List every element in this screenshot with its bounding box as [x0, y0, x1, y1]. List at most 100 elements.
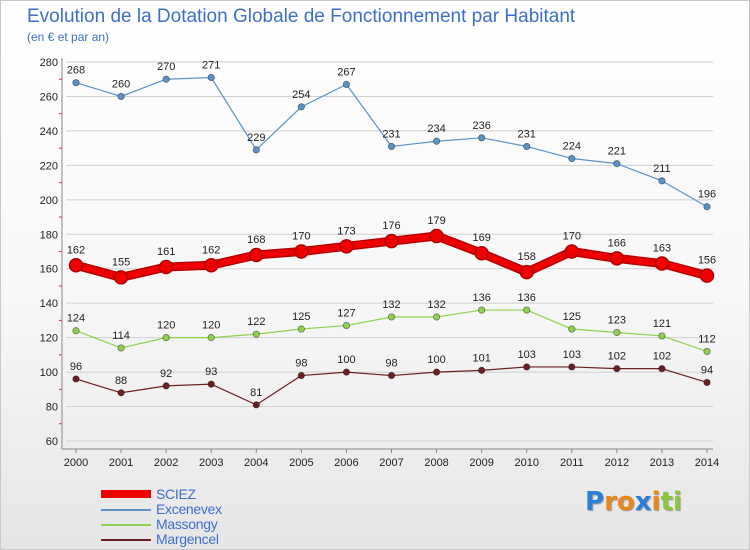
data-label-excenevex: 196	[698, 189, 716, 201]
y-tick-label: 220	[40, 160, 58, 172]
data-label-excenevex: 236	[472, 120, 490, 132]
data-point-excenevex	[387, 142, 396, 151]
data-point-massongy	[658, 332, 666, 340]
data-point-margencel	[162, 382, 170, 390]
data-point-margencel	[72, 375, 80, 383]
data-label-massongy: 121	[653, 318, 671, 330]
data-label-massongy: 120	[157, 320, 175, 332]
data-point-excenevex	[207, 73, 215, 82]
data-label-excenevex: 231	[382, 128, 400, 140]
data-point-excenevex	[613, 160, 621, 168]
data-label-excenevex: 260	[112, 78, 130, 90]
data-point-excenevex	[72, 79, 80, 87]
data-point-sciez	[609, 251, 625, 266]
legend-label: Excenevex	[156, 501, 222, 517]
x-tick-label: 2000	[64, 457, 88, 469]
data-label-sciez: 161	[157, 246, 175, 258]
data-label-margencel: 81	[250, 387, 262, 399]
data-point-sciez	[203, 258, 219, 273]
data-label-massongy: 122	[247, 316, 265, 328]
data-point-margencel	[387, 371, 396, 380]
data-point-sciez	[68, 258, 84, 273]
data-label-margencel: 100	[427, 354, 445, 366]
x-tick-label: 2007	[379, 457, 403, 469]
legend-swatch	[101, 539, 151, 541]
data-point-massongy	[297, 325, 305, 333]
data-point-massongy	[478, 306, 486, 314]
data-point-margencel	[252, 401, 260, 409]
data-point-excenevex	[252, 146, 260, 154]
y-tick-label: 240	[40, 126, 58, 138]
data-label-massongy: 132	[382, 299, 400, 311]
data-point-massongy	[117, 344, 125, 352]
data-label-sciez: 176	[382, 220, 400, 232]
data-label-margencel: 94	[701, 364, 713, 376]
y-tick-label: 80	[46, 402, 58, 414]
data-point-margencel	[207, 380, 215, 388]
data-label-excenevex: 211	[653, 163, 671, 175]
x-tick-label: 2013	[650, 457, 674, 469]
data-label-margencel: 101	[472, 352, 490, 364]
logo-letter: P	[585, 487, 605, 517]
data-label-excenevex: 254	[292, 89, 310, 101]
data-point-excenevex	[703, 203, 711, 211]
gridlines	[66, 61, 713, 442]
data-label-massongy: 136	[518, 292, 536, 304]
y-tick-label: 160	[40, 264, 58, 276]
data-point-massongy	[387, 313, 396, 321]
data-point-excenevex	[658, 177, 666, 185]
legend-label: Massongy	[156, 516, 218, 532]
data-label-sciez: 170	[292, 231, 310, 243]
x-tick-label: 2012	[605, 457, 629, 469]
data-label-excenevex: 221	[608, 146, 626, 158]
data-label-margencel: 103	[563, 349, 581, 361]
data-label-excenevex: 229	[247, 132, 265, 144]
data-label-sciez: 156	[698, 255, 716, 267]
axes: 60 80 100 120 140 160 180 200 220 240 260 280 2000 20…	[40, 57, 720, 469]
data-point-sciez	[339, 239, 354, 254]
logo-letter: x	[634, 487, 652, 517]
data-point-excenevex	[117, 92, 125, 101]
data-label-margencel: 92	[160, 368, 172, 380]
data-label-excenevex: 267	[337, 66, 355, 78]
data-label-sciez: 158	[518, 251, 536, 263]
data-label-massongy: 125	[563, 311, 581, 323]
y-tick-label: 100	[40, 367, 58, 379]
chart-title: Evolution de la Dotation Globale de Fonc…	[27, 6, 576, 27]
data-point-massongy	[207, 334, 215, 342]
data-label-excenevex: 268	[67, 65, 85, 77]
legend-label: SCIEZ	[156, 486, 196, 502]
data-label-massongy: 120	[202, 320, 220, 332]
data-label-margencel: 100	[337, 354, 355, 366]
data-point-margencel	[432, 368, 441, 376]
data-point-sciez	[294, 244, 309, 259]
data-point-margencel	[478, 366, 486, 374]
x-tick-label: 2003	[199, 457, 223, 469]
logo-letter: r	[604, 487, 617, 517]
data-label-massongy: 114	[112, 330, 130, 342]
data-label-excenevex: 224	[563, 140, 581, 152]
data-point-margencel	[523, 363, 531, 371]
data-point-margencel	[568, 363, 576, 371]
logo-letter: o	[616, 487, 635, 517]
data-label-sciez: 179	[427, 215, 445, 227]
data-point-excenevex	[432, 137, 441, 145]
data-label-margencel: 102	[608, 351, 626, 363]
data-label-sciez: 173	[337, 225, 355, 237]
data-point-excenevex	[478, 134, 486, 142]
data-labels: 268 260 270 271 229 254 267 231 234 236 231 224 221 2…	[67, 60, 716, 399]
data-point-massongy	[342, 321, 351, 330]
x-tick-label: 2001	[109, 457, 133, 469]
x-tick-label: 2008	[424, 457, 448, 469]
data-label-massongy: 124	[67, 313, 85, 325]
data-point-sciez	[429, 228, 444, 244]
data-label-sciez: 155	[112, 256, 130, 268]
y-tick-label: 140	[40, 298, 58, 310]
data-point-margencel	[658, 365, 666, 373]
logo-letter: i	[651, 487, 661, 517]
logo-letter: t	[660, 487, 673, 517]
x-tick-label: 2011	[560, 457, 584, 469]
data-label-excenevex: 270	[157, 61, 175, 73]
data-label-massongy: 132	[427, 299, 445, 311]
